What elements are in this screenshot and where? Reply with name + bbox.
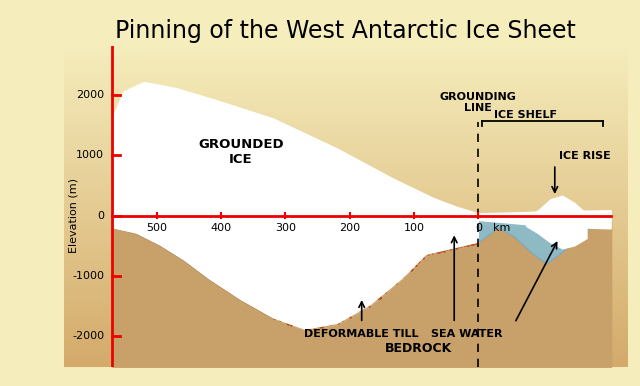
Polygon shape <box>527 196 587 249</box>
Text: ICE SHELF: ICE SHELF <box>495 110 557 120</box>
Text: 0: 0 <box>475 223 482 233</box>
Text: 0: 0 <box>97 211 104 220</box>
Text: 300: 300 <box>275 223 296 233</box>
Text: BEDROCK: BEDROCK <box>385 342 452 355</box>
Text: 100: 100 <box>403 223 424 233</box>
Polygon shape <box>112 83 478 329</box>
Text: 400: 400 <box>211 223 232 233</box>
Text: km: km <box>493 223 510 233</box>
Text: GROUNDING
LINE: GROUNDING LINE <box>440 91 516 113</box>
Text: SEA WATER: SEA WATER <box>431 329 502 339</box>
Title: Pinning of the West Antarctic Ice Sheet: Pinning of the West Antarctic Ice Sheet <box>115 19 576 43</box>
Text: 500: 500 <box>146 223 167 233</box>
Text: 1000: 1000 <box>76 150 104 160</box>
Text: Elevation (m): Elevation (m) <box>68 178 79 253</box>
Text: GROUNDED
ICE: GROUNDED ICE <box>198 138 284 166</box>
Text: -1000: -1000 <box>72 271 104 281</box>
Polygon shape <box>478 215 611 264</box>
Text: ICE RISE: ICE RISE <box>559 151 611 161</box>
Text: DEFORMABLE TILL: DEFORMABLE TILL <box>305 329 419 339</box>
Text: 2000: 2000 <box>76 90 104 100</box>
Polygon shape <box>478 211 611 229</box>
Text: -2000: -2000 <box>72 332 104 342</box>
Text: 200: 200 <box>339 223 360 233</box>
